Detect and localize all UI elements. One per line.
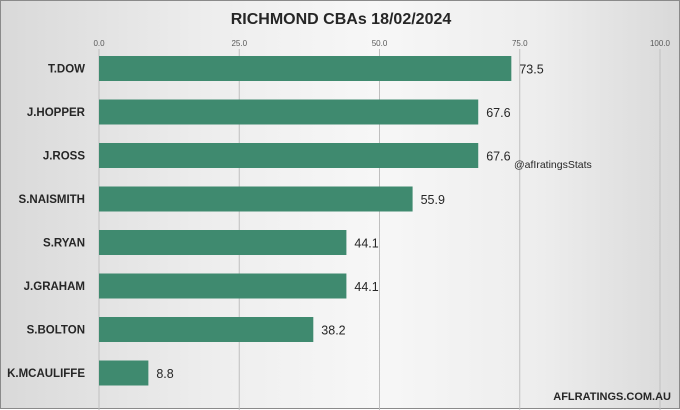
category-label: J.ROSS: [43, 151, 86, 163]
x-tick-label: 25.0: [231, 39, 247, 48]
bar: [99, 143, 479, 168]
chart-title: RICHMOND CBAs 18/02/2024: [231, 11, 452, 28]
bar: [99, 99, 479, 125]
value-label: 44.1: [354, 280, 378, 294]
x-tick-label: 75.0: [512, 39, 528, 48]
value-label: 73.5: [519, 63, 543, 77]
bar: [99, 273, 347, 299]
value-label: 38.2: [321, 324, 345, 338]
value-label: 67.6: [486, 106, 510, 120]
value-label: 67.6: [486, 150, 510, 164]
chart-annotation: @afIratingsStats: [514, 159, 592, 171]
bar: [99, 56, 512, 81]
value-label: 44.1: [354, 237, 378, 251]
bars: [99, 56, 512, 386]
category-label: J.HOPPER: [27, 107, 86, 119]
bar: [99, 360, 149, 386]
category-label: K.MCAULIFFE: [7, 368, 85, 380]
x-tick-label: 50.0: [372, 39, 388, 48]
value-label: 55.9: [421, 193, 445, 207]
category-label: S.BOLTON: [27, 325, 85, 337]
category-label: S.RYAN: [43, 238, 85, 250]
value-label: 8.8: [156, 367, 173, 381]
category-label: J.GRAHAM: [24, 281, 85, 293]
watermark: AFLRATINGS.COM.AU: [553, 391, 671, 403]
category-label: T.DOW: [48, 64, 85, 76]
x-tick-label: 0.0: [93, 39, 105, 48]
bar: [99, 230, 347, 255]
x-tick-label: 100.0: [650, 39, 671, 48]
x-axis-ticks: 0.0 25.0 50.0 75.0 100.0: [93, 39, 670, 48]
bar: [99, 186, 413, 212]
category-label: S.NAISMITH: [19, 194, 85, 206]
bar: [99, 317, 314, 342]
labels: T.DOW 73.5 J.HOPPER 67.6 J.ROSS 67.6 S.NAISMIT…: [7, 63, 544, 382]
